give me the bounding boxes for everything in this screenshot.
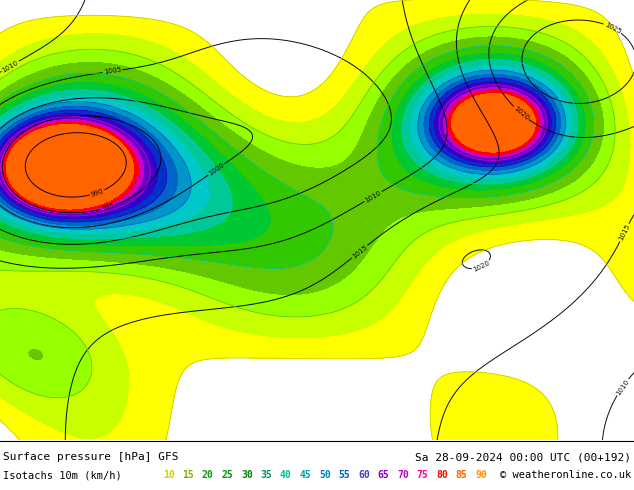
Text: 995: 995 xyxy=(101,202,115,212)
Text: 1000: 1000 xyxy=(207,162,225,177)
Text: 25: 25 xyxy=(221,470,233,480)
Text: 90: 90 xyxy=(475,470,487,480)
Text: 1015: 1015 xyxy=(351,244,368,260)
Text: 20: 20 xyxy=(202,470,214,480)
Text: 1015: 1015 xyxy=(618,223,631,242)
Text: 45: 45 xyxy=(299,470,311,480)
Text: 10: 10 xyxy=(163,470,175,480)
Text: 65: 65 xyxy=(377,470,389,480)
Text: 1010: 1010 xyxy=(364,190,382,203)
Text: Surface pressure [hPa] GFS: Surface pressure [hPa] GFS xyxy=(3,452,179,462)
Text: 30: 30 xyxy=(241,470,253,480)
Text: © weatheronline.co.uk: © weatheronline.co.uk xyxy=(500,470,631,480)
Text: 70: 70 xyxy=(397,470,409,480)
Text: 1010: 1010 xyxy=(1,59,20,74)
Text: 15: 15 xyxy=(183,470,194,480)
Text: 50: 50 xyxy=(319,470,331,480)
Text: 55: 55 xyxy=(339,470,350,480)
Text: 1020: 1020 xyxy=(512,105,529,122)
Text: 40: 40 xyxy=(280,470,292,480)
Text: 35: 35 xyxy=(261,470,272,480)
Text: 990: 990 xyxy=(90,188,105,198)
Text: Isotachs 10m (km/h): Isotachs 10m (km/h) xyxy=(3,470,122,480)
Text: 1005: 1005 xyxy=(103,67,122,75)
Text: 80: 80 xyxy=(436,470,448,480)
Text: Sa 28-09-2024 00:00 UTC (00+192): Sa 28-09-2024 00:00 UTC (00+192) xyxy=(415,452,631,462)
Text: 1025: 1025 xyxy=(604,21,622,35)
Text: 1020: 1020 xyxy=(472,260,491,273)
Text: 60: 60 xyxy=(358,470,370,480)
Text: 1010: 1010 xyxy=(615,378,630,396)
Text: 85: 85 xyxy=(455,470,467,480)
Text: 75: 75 xyxy=(417,470,428,480)
